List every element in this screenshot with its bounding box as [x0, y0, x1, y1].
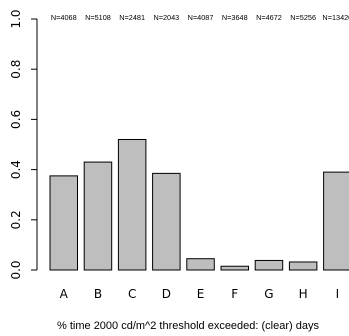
y-tick-label: 0.6 — [9, 110, 23, 129]
sample-size-label: N=2481 — [119, 13, 145, 22]
x-axis-label: % time 2000 cd/m^2 threshold exceeded: (… — [57, 320, 319, 332]
sample-size-label: N=5256 — [290, 13, 316, 22]
sample-size-label: N=2043 — [153, 13, 179, 22]
x-tick-label: I — [336, 287, 340, 301]
x-tick-label: C — [128, 287, 136, 301]
y-tick-label: 0.8 — [9, 60, 23, 79]
x-tick-label: F — [231, 287, 238, 301]
sample-size-label: N=4672 — [256, 13, 282, 22]
y-tick-label: 0.4 — [9, 160, 23, 179]
bar-e — [186, 258, 215, 271]
x-tick-label: D — [162, 287, 171, 301]
y-tick-label: 0.2 — [9, 210, 23, 229]
x-tick-label: G — [264, 287, 273, 301]
sample-size-label: N=4087 — [188, 13, 214, 22]
bar-b — [83, 161, 113, 271]
x-tick-label: H — [299, 287, 308, 301]
bar-d — [152, 172, 181, 271]
x-tick-label: E — [197, 287, 205, 301]
bar-a — [49, 175, 78, 271]
bar-g — [254, 259, 284, 271]
x-axis-tick-labels: A B C D E F G H I — [60, 287, 339, 301]
y-tick-label: 1.0 — [9, 9, 23, 28]
bar-i — [323, 171, 349, 271]
x-tick-label: B — [94, 287, 102, 301]
sample-size-label: N=5108 — [85, 13, 111, 22]
sample-size-label: N=4068 — [51, 13, 77, 22]
sample-size-label: N=13420 — [322, 13, 349, 22]
sample-size-label: N=3648 — [222, 13, 248, 22]
x-tick-label: A — [60, 287, 69, 301]
bar-f — [220, 265, 249, 271]
bars — [49, 138, 349, 271]
bar-c — [117, 138, 147, 271]
bar-h — [288, 261, 318, 271]
y-tick-label: 0.0 — [9, 260, 23, 279]
sample-size-labels: N=4068 N=5108 N=2481 N=2043 N=4087 N=3648 N=46… — [51, 13, 349, 22]
y-axis-ticks: 0.0 0.2 0.4 0.6 0.8 1.0 — [9, 9, 37, 280]
